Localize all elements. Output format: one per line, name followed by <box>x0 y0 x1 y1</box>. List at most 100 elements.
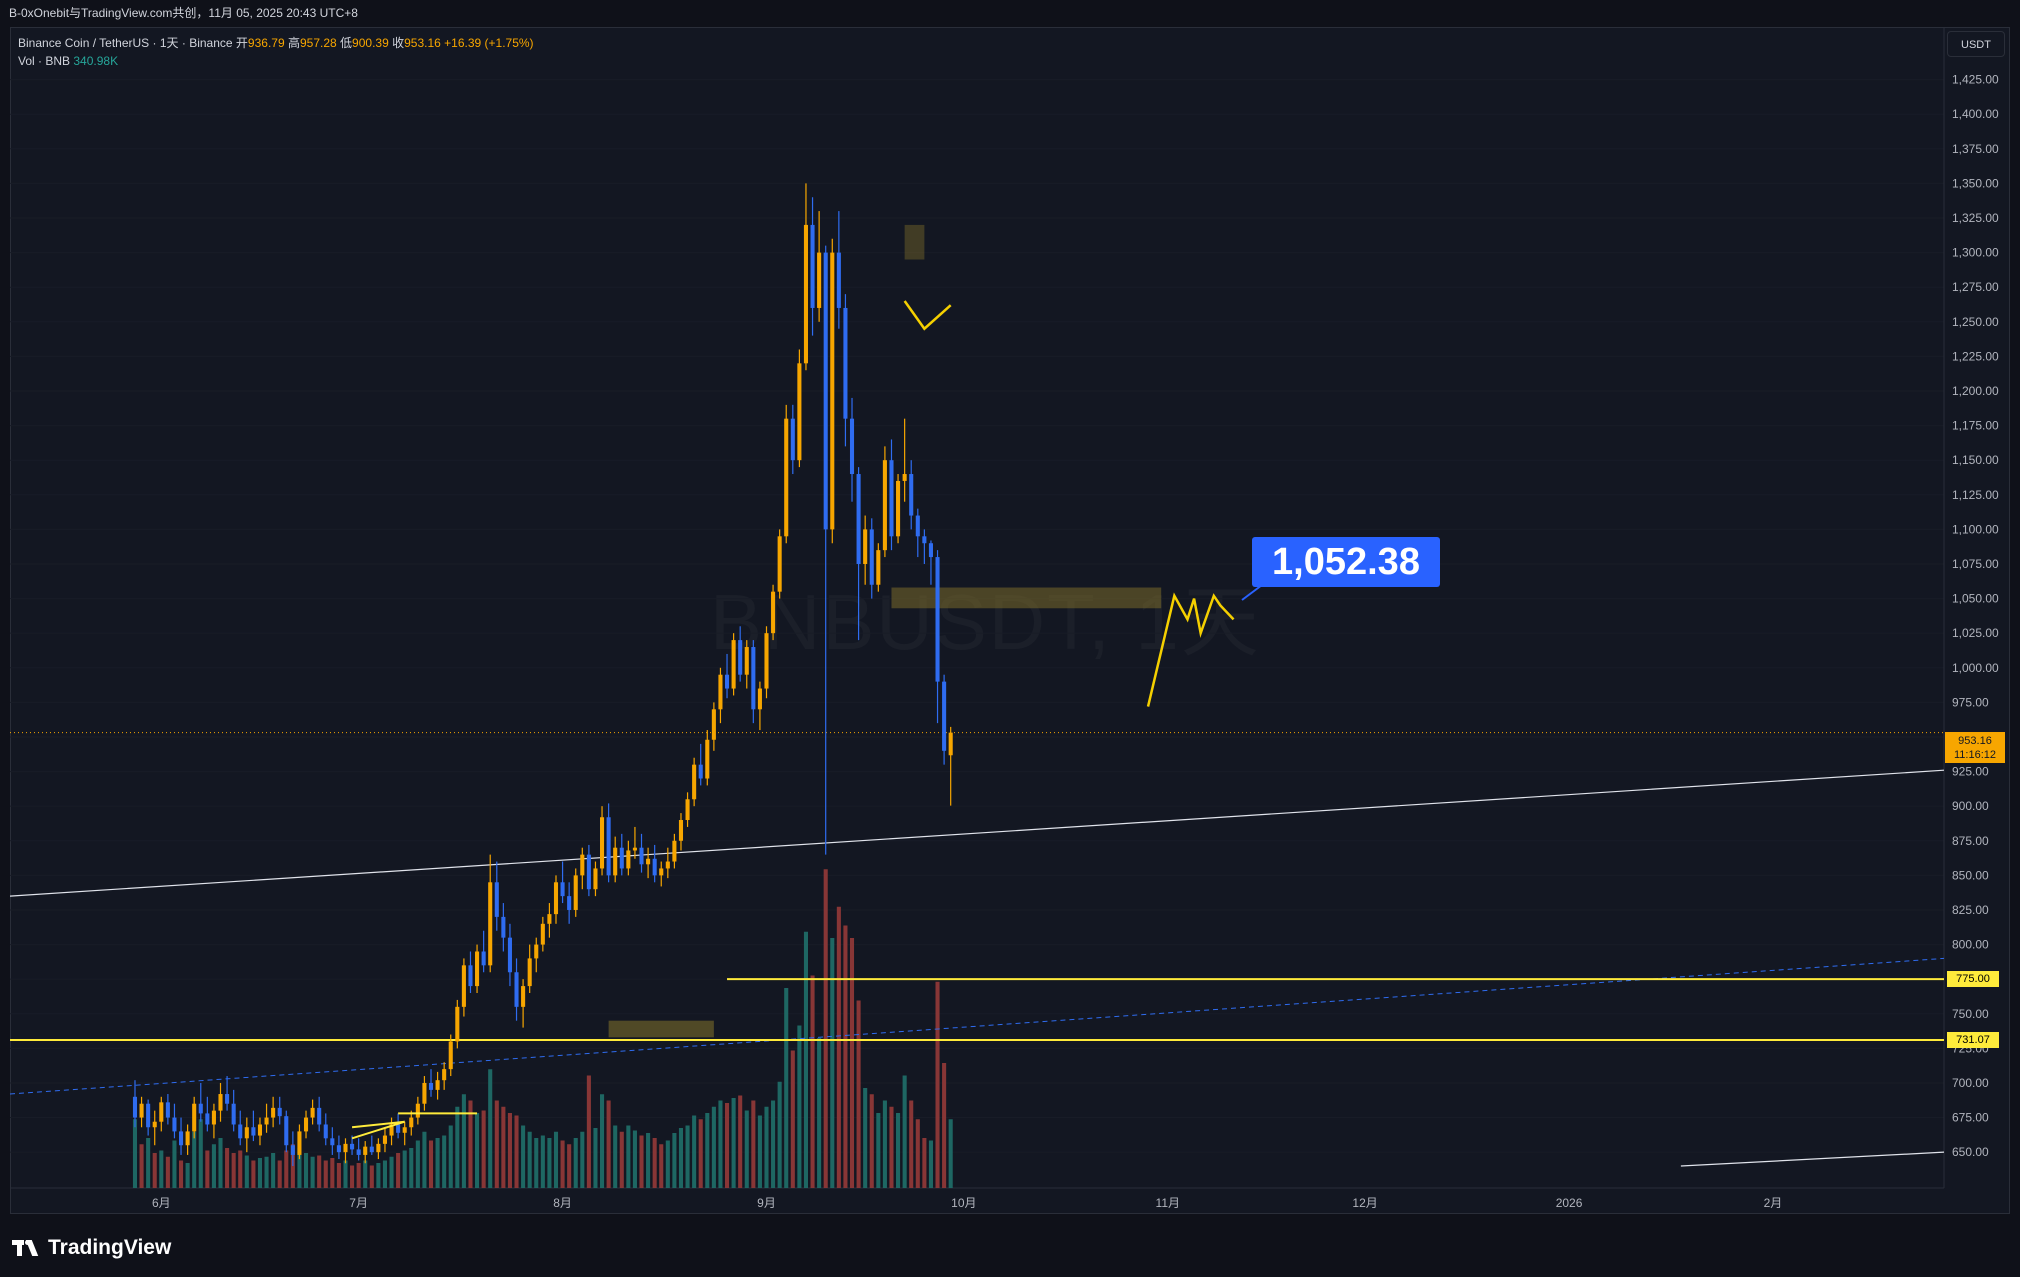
candle-body <box>330 1138 335 1146</box>
tradingview-logo-icon <box>12 1240 42 1256</box>
volume-bar <box>613 1125 618 1188</box>
target-price-badge[interactable]: 1,052.38 <box>1252 537 1440 587</box>
volume-bar <box>817 1038 822 1188</box>
x-tick-label: 2月 <box>1764 1196 1783 1210</box>
projection-drawing <box>1146 592 1235 707</box>
volume-bar <box>659 1144 664 1188</box>
candle-body <box>396 1124 401 1133</box>
candle-body <box>863 529 868 564</box>
volume-bar <box>455 1106 460 1188</box>
candle-body <box>290 1145 295 1155</box>
candle-body <box>448 1041 453 1070</box>
high-label: 高 <box>287 36 300 50</box>
volume-bar <box>540 1135 545 1188</box>
volume-bar <box>922 1138 927 1188</box>
y-tick-label: 1,075.00 <box>1952 557 1999 571</box>
volume-bar <box>784 988 789 1188</box>
candle-body <box>218 1094 223 1111</box>
candle-body <box>178 1131 184 1146</box>
candle-body <box>586 854 591 890</box>
volume-bar <box>409 1148 414 1188</box>
y-tick-label: 825.00 <box>1952 903 1989 917</box>
countdown-timer: 11:16:12 <box>1953 749 1996 761</box>
volume-bar <box>225 1148 230 1188</box>
candle-body <box>678 820 684 841</box>
y-tick-label: 1,425.00 <box>1952 73 1999 87</box>
volume-bar <box>935 981 940 1188</box>
volume-bar <box>238 1150 243 1188</box>
candle-body <box>613 847 618 876</box>
candle-body <box>350 1143 355 1150</box>
top-reversal-drawing <box>903 300 952 331</box>
volume-bar <box>567 1144 572 1188</box>
tradingview-logo[interactable]: TradingView <box>12 1236 171 1260</box>
candle-body <box>731 640 736 689</box>
volume-bar <box>139 1144 144 1188</box>
volume-bar <box>415 1140 420 1188</box>
candle-body <box>771 591 776 634</box>
volume-bar <box>336 1163 341 1188</box>
candle-body <box>843 307 848 419</box>
volume-bar <box>422 1131 427 1188</box>
y-tick-label: 1,050.00 <box>1952 592 1999 606</box>
candle-body <box>297 1131 302 1155</box>
volume-bar <box>428 1140 434 1188</box>
candle-body <box>257 1124 263 1136</box>
volume-bar <box>639 1135 644 1188</box>
volume-bar <box>619 1131 624 1188</box>
candle-body <box>139 1103 144 1118</box>
volume-bar <box>896 1113 901 1188</box>
volume-bar <box>481 1110 486 1188</box>
volume-bar <box>600 1094 605 1188</box>
volume-bar <box>915 1119 920 1188</box>
volume-bar <box>849 938 855 1188</box>
volume-bar <box>165 1156 170 1188</box>
candle-body <box>685 799 690 821</box>
volume-bar <box>685 1125 690 1188</box>
price-chart[interactable]: 650.00675.00700.00725.00750.00775.00800.… <box>0 0 2020 1214</box>
y-tick-label: 650.00 <box>1952 1145 1989 1159</box>
candle-body <box>488 882 493 966</box>
top-zone <box>904 224 925 260</box>
volume-bar <box>205 1150 210 1188</box>
y-tick-label: 1,250.00 <box>1952 315 1999 329</box>
candle-body <box>909 474 914 516</box>
open-value: 936.79 <box>247 36 285 50</box>
candle-body <box>593 868 598 890</box>
candle-body <box>238 1124 243 1139</box>
candle-body <box>152 1121 157 1128</box>
candle-body <box>606 817 611 876</box>
volume-bar <box>586 1075 591 1188</box>
candle-body <box>409 1117 414 1128</box>
candle-body <box>567 896 572 910</box>
candle-body <box>790 418 795 461</box>
volume-bar <box>448 1125 453 1188</box>
candle-body <box>481 951 486 966</box>
volume-bar <box>363 1160 368 1188</box>
currency-selector[interactable]: USDT <box>1947 31 2005 57</box>
lower-trendline <box>1680 1151 1945 1167</box>
volume-bar <box>211 1144 216 1188</box>
y-tick-label: 1,200.00 <box>1952 384 1999 398</box>
candle-body <box>323 1124 328 1139</box>
level-tag-731: 731.07 <box>1947 1031 1999 1048</box>
volume-bar <box>692 1115 697 1188</box>
candle-body <box>724 674 730 689</box>
volume-bar <box>803 931 809 1188</box>
volume-label: Vol · BNB <box>18 54 71 68</box>
volume-bar <box>475 1113 480 1188</box>
candle-body <box>303 1117 309 1132</box>
low-label: 低 <box>340 36 353 50</box>
volume-bar <box>678 1128 684 1188</box>
candle-body <box>185 1131 190 1146</box>
chart-panel[interactable] <box>10 27 2010 1214</box>
candle-body <box>692 764 697 800</box>
volume-bar <box>698 1119 703 1188</box>
current-price-tag: 953.16 11:16:12 <box>1945 732 2005 763</box>
candle-body <box>402 1127 407 1133</box>
y-tick-label: 1,400.00 <box>1952 107 1999 121</box>
candle-body <box>271 1107 276 1118</box>
volume-value: 340.98K <box>73 54 119 68</box>
volume-bar <box>705 1113 710 1188</box>
candle-body <box>817 252 822 308</box>
